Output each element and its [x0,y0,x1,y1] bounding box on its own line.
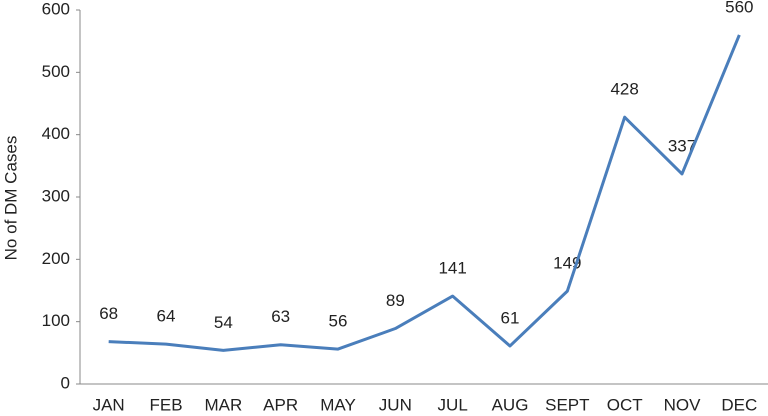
data-label: 63 [271,307,290,326]
data-label: 428 [610,80,638,99]
x-tick-label: OCT [607,395,643,414]
x-tick-label: DEC [721,395,757,414]
y-tick-label: 100 [42,311,70,330]
y-tick-label: 600 [42,0,70,18]
x-tick-label: NOV [664,395,702,414]
x-tick-label: AUG [492,395,529,414]
data-label: 68 [99,304,118,323]
data-label: 61 [501,308,520,327]
x-tick-label: APR [263,395,298,414]
data-label: 560 [725,0,753,16]
data-label: 141 [438,259,466,278]
data-label: 56 [329,312,348,331]
data-label: 54 [214,313,233,332]
x-tick-label: MAR [204,395,242,414]
y-axis-label: No of DM Cases [1,136,20,261]
y-tick-label: 400 [42,124,70,143]
x-tick-label: JAN [93,395,125,414]
x-tick-label: JUN [379,395,412,414]
x-tick-label: SEPT [545,395,589,414]
y-tick-label: 500 [42,62,70,81]
data-label: 89 [386,291,405,310]
y-tick-label: 200 [42,249,70,268]
x-tick-label: FEB [149,395,182,414]
data-label: 337 [668,136,696,155]
x-tick-label: JUL [438,395,468,414]
x-tick-label: MAY [320,395,356,414]
line [108,34,741,352]
y-tick-label: 0 [61,373,70,392]
data-label: 64 [157,307,176,326]
y-tick-label: 300 [42,186,70,205]
